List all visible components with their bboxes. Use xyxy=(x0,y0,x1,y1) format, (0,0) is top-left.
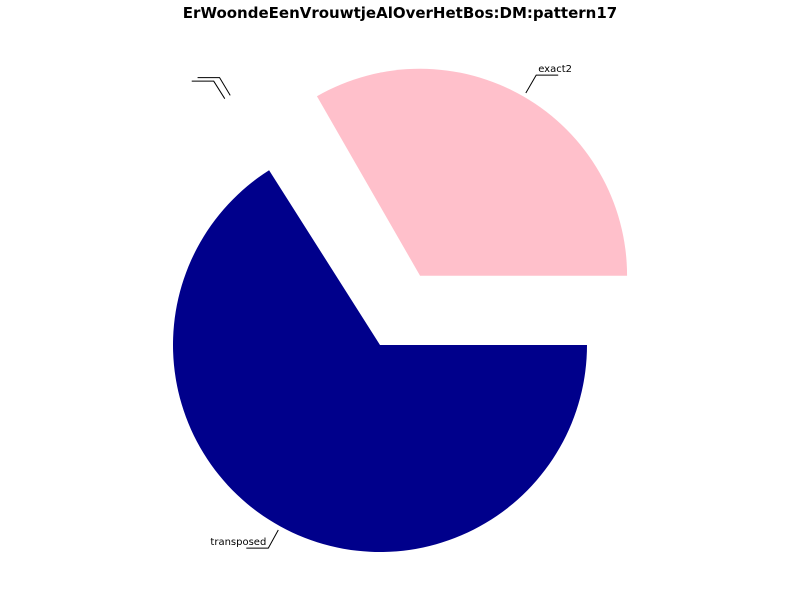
pie-slice-unlabeled-1 xyxy=(229,96,339,277)
slice-label: transposed xyxy=(210,537,266,548)
leader-line-unlabeled-2 xyxy=(191,80,226,99)
leader-line-exact2 xyxy=(525,74,559,94)
leader-line-transposed xyxy=(246,529,279,549)
chart-title: ErWoondeEenVrouwtjeAlOverHetBos:DM:patte… xyxy=(182,4,618,22)
slice-label: exact2 xyxy=(538,64,572,75)
leader-line-unlabeled-1 xyxy=(197,77,231,96)
pie-slice-exact2 xyxy=(316,68,628,276)
labels-layer: exact2 transposed xyxy=(191,64,572,549)
pie-slice-transposed xyxy=(172,170,587,552)
pie-slice-unlabeled-2 xyxy=(226,101,338,278)
slices-layer xyxy=(172,68,628,552)
